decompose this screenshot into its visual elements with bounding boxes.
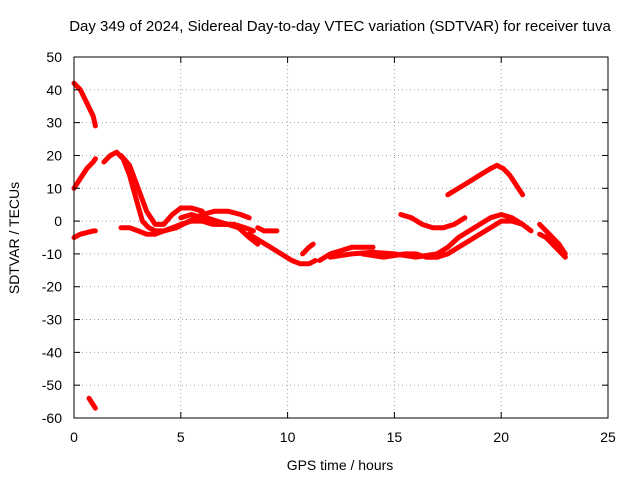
series-arc-1 [71, 80, 98, 129]
y-tick-label: 30 [46, 115, 62, 131]
y-tick-label: 0 [54, 213, 62, 229]
x-axis-label: GPS time / hours [287, 457, 394, 473]
x-tick-label: 5 [177, 429, 185, 445]
chart-title: Day 349 of 2024, Sidereal Day-to-day VTE… [69, 18, 611, 35]
x-tick-label: 15 [387, 429, 403, 445]
x-tick-label: 0 [70, 429, 78, 445]
grid-layer [74, 57, 608, 418]
series-arc-18 [445, 162, 526, 198]
series-arc-19 [537, 221, 568, 257]
y-tick-label: 20 [46, 147, 62, 163]
series-arc-20 [537, 231, 568, 260]
series-arc-2 [71, 156, 98, 191]
series-arc-15 [327, 212, 526, 260]
y-tick-label: -30 [42, 312, 62, 328]
series-arc-4 [86, 395, 98, 411]
y-tick-label: 10 [46, 180, 62, 196]
series-arc-6 [118, 153, 205, 227]
series-arc-5 [101, 149, 165, 234]
y-tick-label: -40 [42, 344, 62, 360]
series-arc-16 [359, 218, 534, 260]
axis-layer: 0 5 10 15 20 25 -60 -50 -40 -30 -20 -10 0 10 20 30 40 50 [42, 49, 616, 445]
y-tick-label: 40 [46, 82, 62, 98]
series-arc-14 [317, 244, 376, 263]
series-arc-3 [71, 228, 98, 240]
y-tick-label: 50 [46, 49, 62, 65]
x-tick-label: 10 [280, 429, 296, 445]
series-arc-10 [203, 215, 261, 247]
y-tick-label: -10 [42, 246, 62, 262]
series-arc-13 [300, 241, 316, 257]
series-arc-11 [246, 231, 318, 267]
series-arc-12 [255, 225, 280, 234]
y-tick-label: -60 [42, 410, 62, 426]
y-tick-label: -20 [42, 279, 62, 295]
plot-frame [73, 56, 609, 419]
y-tick-label: -50 [42, 377, 62, 393]
series-arc-8 [161, 208, 252, 234]
series-arc-17 [398, 212, 468, 231]
series-layer [71, 80, 568, 411]
y-axis-label: SDTVAR / TECUs [6, 182, 22, 294]
x-tick-label: 20 [493, 429, 509, 445]
x-tick-label: 25 [600, 429, 616, 445]
